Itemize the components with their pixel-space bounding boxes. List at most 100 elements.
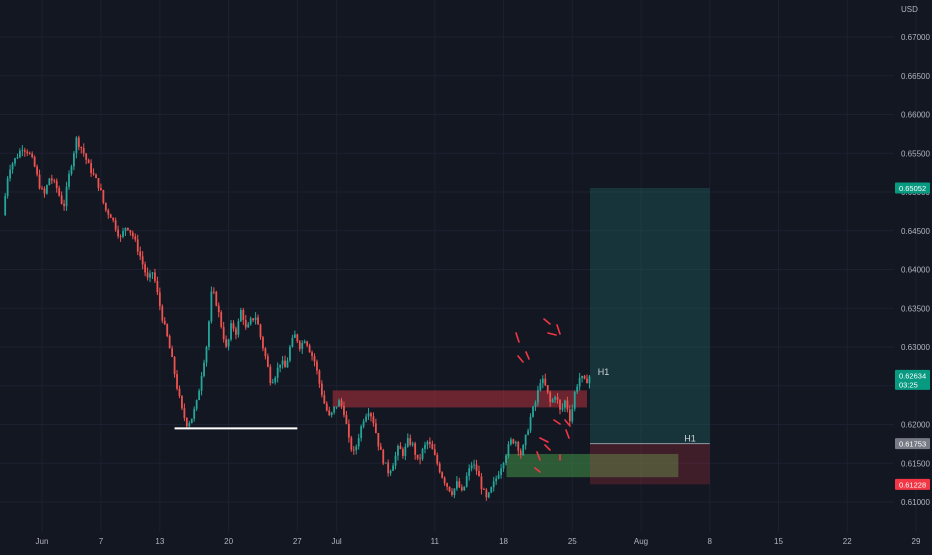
candle	[68, 170, 70, 190]
candle	[551, 397, 554, 403]
price-tick-label: 0.67000	[901, 33, 930, 42]
candle-body	[573, 391, 576, 409]
candle	[139, 246, 142, 261]
candle-body	[176, 374, 178, 389]
candle-body	[185, 418, 188, 427]
candle-body	[519, 450, 522, 456]
candle-body	[163, 320, 166, 325]
candle	[350, 435, 353, 452]
candle-body	[276, 367, 279, 378]
candle	[392, 462, 394, 472]
candle	[360, 424, 363, 442]
candle-body	[566, 400, 569, 410]
candle	[154, 268, 156, 284]
candle-body	[384, 462, 387, 464]
candle	[185, 417, 188, 429]
time-tick-label: 8	[708, 537, 713, 546]
candle-body	[92, 173, 95, 175]
candle	[502, 461, 505, 472]
candle-body	[212, 291, 215, 293]
trace-mark	[553, 419, 561, 425]
candle	[480, 472, 483, 495]
candle	[409, 434, 412, 447]
time-axis[interactable]: Jun 7 13 20 27 Jul 11 18 25 Aug 8 15 22 29	[36, 537, 921, 546]
candle-body	[109, 214, 112, 218]
candle-body	[313, 356, 316, 362]
candle-body	[131, 232, 134, 237]
candle	[328, 406, 331, 417]
candle	[438, 461, 441, 474]
candle-body	[222, 326, 225, 340]
stop-zone[interactable]	[589, 443, 710, 485]
candle-body	[495, 478, 498, 482]
candle	[151, 272, 154, 279]
candle-body	[63, 203, 65, 207]
candle-body	[529, 416, 532, 431]
candle-body	[414, 443, 417, 455]
candle-body	[421, 448, 424, 459]
candle	[28, 151, 31, 155]
candle	[124, 227, 127, 236]
candle	[379, 442, 382, 450]
candle	[492, 476, 495, 492]
candle	[470, 461, 473, 472]
price-tick-label: 0.62000	[901, 421, 930, 430]
candle	[377, 432, 380, 451]
candle	[443, 476, 446, 486]
annotations-layer: H1 H1	[174, 318, 696, 473]
candle-body	[343, 405, 345, 416]
candle	[117, 225, 120, 239]
candle	[58, 185, 61, 197]
candle	[524, 434, 527, 450]
candle-body	[546, 385, 549, 393]
candle-body	[372, 416, 375, 424]
candle	[419, 453, 421, 465]
supply-zone[interactable]	[332, 390, 588, 408]
candle-body	[438, 463, 441, 473]
candle	[357, 433, 360, 450]
candle	[21, 145, 24, 157]
candle-body	[129, 229, 132, 233]
candle	[53, 178, 56, 184]
candle-body	[431, 443, 434, 450]
demand-zone[interactable]	[506, 453, 679, 478]
candle-body	[505, 455, 507, 463]
candle	[370, 411, 372, 422]
candle-body	[271, 382, 274, 384]
candle-body	[379, 446, 382, 450]
candle	[276, 362, 279, 383]
candle-body	[490, 487, 493, 493]
candle-body	[262, 337, 264, 349]
candle	[581, 375, 583, 383]
candle-body	[235, 328, 237, 335]
candle-body	[210, 291, 213, 322]
candle	[340, 397, 343, 409]
candle-body	[571, 408, 574, 422]
price-tag-bg	[895, 478, 930, 490]
candle-body	[433, 449, 436, 455]
candle-body	[345, 415, 348, 424]
candle	[330, 411, 333, 418]
candle-body	[561, 407, 564, 410]
candle-body	[564, 400, 566, 408]
candle	[365, 413, 367, 423]
candle-body	[362, 421, 365, 427]
price-tag-bg	[895, 182, 930, 194]
candle-body	[448, 486, 451, 492]
candle-body	[53, 180, 56, 182]
candle-body	[38, 174, 41, 189]
candle-body	[311, 352, 313, 357]
candle	[573, 390, 576, 412]
target-zone[interactable]	[589, 187, 710, 444]
candle	[33, 155, 36, 168]
price-tag: 0.65052	[895, 182, 930, 194]
candle-body	[382, 449, 385, 464]
candle	[566, 396, 569, 413]
candle-body	[316, 361, 318, 371]
candle-body	[441, 472, 444, 478]
candle-body	[6, 178, 9, 196]
candle	[232, 320, 235, 332]
time-tick-label: 15	[774, 537, 783, 546]
